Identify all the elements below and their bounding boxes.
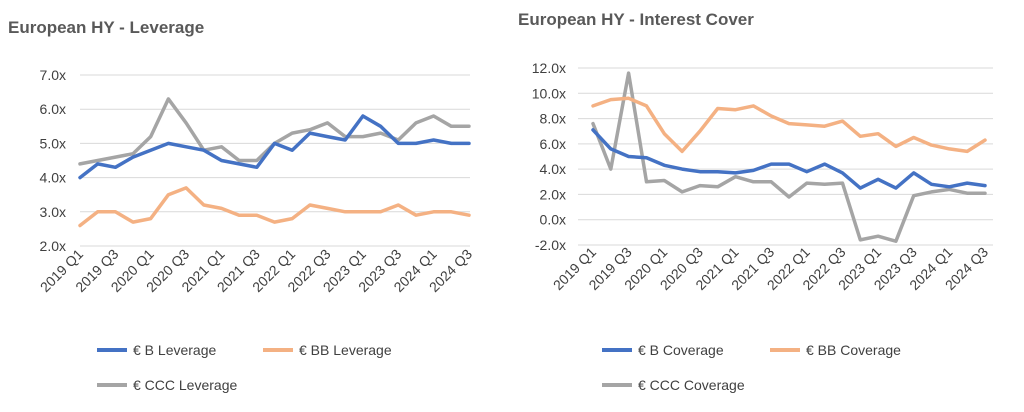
y-tick-label: 12.0x	[532, 60, 566, 76]
y-tick-label: 6.0x	[40, 101, 66, 117]
y-tick-label: 10.0x	[532, 85, 566, 101]
legend-label: € CCC Coverage	[638, 377, 745, 393]
legend-item-ccc: € CCC Leverage	[97, 377, 237, 393]
series-line-bb	[78, 186, 471, 228]
series-line-b	[591, 128, 987, 190]
legend-item-b: € B Coverage	[602, 342, 724, 358]
legend-label: € BB Leverage	[299, 342, 392, 358]
y-tick-label: 4.0x	[40, 170, 66, 186]
y-tick-label: 4.0x	[540, 161, 566, 177]
chart-title: European HY - Interest Cover	[518, 10, 754, 29]
legend-label: € B Coverage	[638, 342, 724, 358]
chart-2: European HY - Interest Cover -2.0x 0.0x 2.0…	[518, 10, 993, 393]
series-line-bb	[591, 96, 987, 154]
legend-item-bb: € BB Coverage	[770, 342, 901, 358]
y-tick-label: 2.0x	[40, 238, 66, 254]
y-tick-label: 6.0x	[540, 136, 566, 152]
legend-item-b: € B Leverage	[97, 342, 216, 358]
y-tick-label: 0.0x	[540, 212, 566, 228]
y-tick-label: 8.0x	[540, 111, 566, 127]
y-tick-label: 7.0x	[40, 67, 66, 83]
y-tick-label: 2.0x	[540, 186, 566, 202]
y-tick-label: 5.0x	[40, 135, 66, 151]
legend-item-ccc: € CCC Coverage	[602, 377, 745, 393]
legend-label: € B Leverage	[133, 342, 216, 358]
chart-1: European HY - Leverage 2.0x 3.0x 4.0x 5.0x 6.…	[8, 18, 475, 393]
y-tick-label: 3.0x	[40, 204, 66, 220]
chart-title: European HY - Leverage	[8, 18, 204, 37]
series-line-b	[78, 114, 471, 180]
legend-label: € BB Coverage	[806, 342, 901, 358]
y-tick-label: -2.0x	[535, 237, 566, 253]
series-line-ccc	[591, 71, 987, 243]
legend-item-bb: € BB Leverage	[263, 342, 392, 358]
legend-label: € CCC Leverage	[133, 377, 237, 393]
